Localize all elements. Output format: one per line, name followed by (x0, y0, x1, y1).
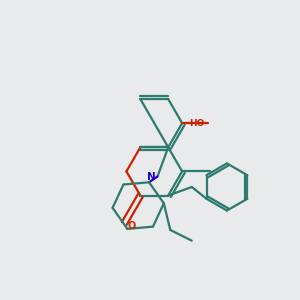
Text: O: O (128, 220, 136, 230)
Text: N: N (147, 172, 156, 182)
Text: HO: HO (189, 119, 204, 128)
